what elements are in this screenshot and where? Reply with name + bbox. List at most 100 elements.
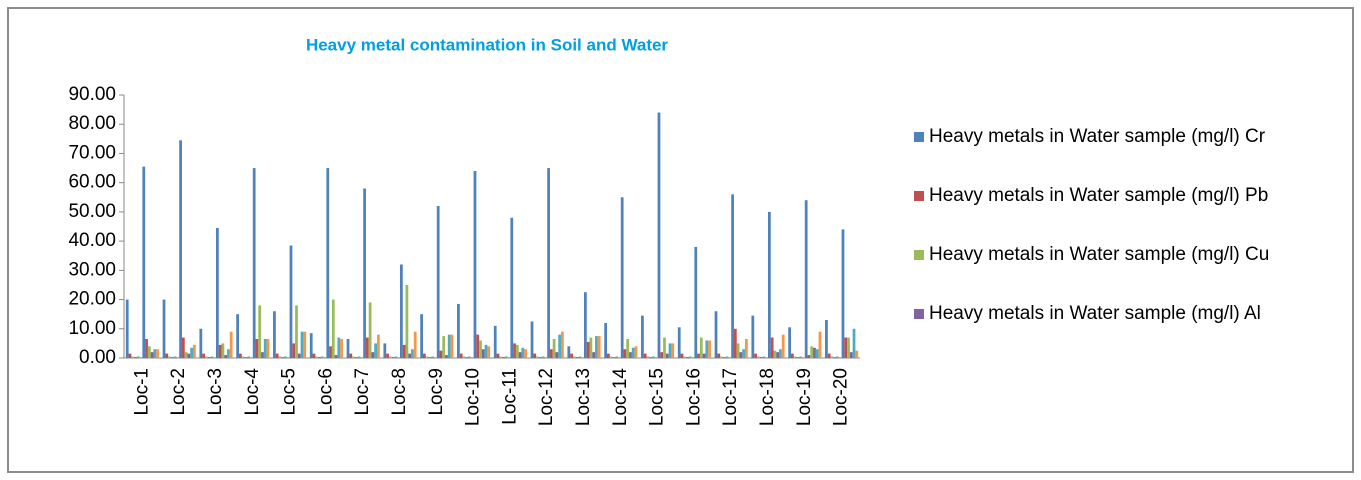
bar — [807, 355, 811, 358]
x-tick-label: Loc-4 — [242, 368, 263, 416]
bar — [847, 337, 850, 358]
bar — [241, 356, 245, 358]
bar — [561, 331, 564, 358]
x-tick-label: Loc-1 — [131, 368, 152, 416]
y-tick-label: 70.00 — [68, 142, 116, 163]
bar — [275, 353, 279, 358]
bar — [717, 353, 721, 358]
bar — [292, 343, 296, 358]
x-tick-label: Loc-2 — [168, 368, 189, 416]
bar — [538, 357, 542, 358]
bar — [705, 340, 709, 358]
bar — [838, 357, 842, 358]
bar — [368, 302, 372, 358]
y-tick-label: 0.00 — [79, 347, 116, 368]
bar — [852, 328, 856, 358]
chart-border — [7, 7, 1354, 473]
legend-swatch — [914, 132, 924, 142]
bar — [660, 352, 664, 358]
bar — [575, 357, 579, 358]
bar — [504, 356, 508, 358]
bar — [530, 321, 534, 358]
legend-entry: Heavy metals in Water sample (mg/l) Al — [929, 303, 1261, 324]
x-tick-label: Loc-18 — [757, 368, 778, 426]
bar — [631, 347, 635, 358]
bar — [425, 356, 429, 358]
bar — [481, 349, 485, 358]
bar — [691, 357, 695, 358]
bar — [284, 356, 287, 358]
bar — [770, 337, 774, 358]
y-tick-label: 10.00 — [68, 318, 116, 339]
bar — [663, 337, 666, 358]
x-tick-label: Loc-9 — [426, 368, 447, 416]
bar — [145, 339, 148, 358]
bar — [365, 337, 369, 358]
bar — [649, 357, 653, 358]
bar — [216, 227, 219, 358]
x-tick-label: Loc-17 — [720, 368, 741, 426]
y-tick-label: 80.00 — [68, 113, 116, 134]
bar — [173, 356, 177, 358]
bar — [297, 353, 301, 358]
bar — [258, 305, 262, 358]
bar — [286, 357, 290, 358]
bar — [388, 356, 392, 358]
legend-label: Heavy metals in Water sample (mg/l) Pb — [929, 185, 1269, 206]
bar — [210, 356, 214, 358]
x-tick-label: Loc-12 — [536, 368, 557, 426]
bar — [502, 357, 505, 358]
bar — [202, 353, 205, 358]
bar — [677, 327, 681, 358]
bar — [521, 347, 525, 358]
bar — [496, 353, 500, 358]
bar — [751, 315, 755, 358]
bar — [442, 336, 446, 358]
bar — [578, 356, 582, 358]
bar — [776, 352, 780, 358]
bar — [128, 353, 132, 358]
bar — [244, 357, 248, 358]
bar — [733, 328, 737, 358]
bar — [252, 168, 256, 358]
bar — [352, 356, 355, 358]
bar — [694, 246, 698, 358]
bar — [547, 168, 550, 358]
x-tick-label: Loc-8 — [389, 368, 410, 416]
bar — [377, 334, 380, 358]
bar — [731, 194, 734, 358]
bar — [849, 352, 853, 358]
bar — [318, 357, 321, 358]
bar — [702, 353, 706, 358]
bar — [326, 168, 330, 358]
bar — [184, 352, 188, 358]
bar — [541, 356, 545, 358]
bar — [825, 320, 828, 358]
bar — [581, 357, 584, 358]
bar — [549, 349, 553, 358]
bar — [476, 334, 480, 358]
bar — [334, 355, 338, 358]
bar — [411, 349, 414, 358]
bar — [815, 349, 819, 358]
y-tick-label: 50.00 — [68, 201, 116, 222]
bar — [207, 357, 211, 358]
bar — [833, 357, 837, 358]
x-tick-label: Loc-3 — [205, 368, 226, 416]
bar — [584, 292, 587, 358]
bar — [131, 356, 135, 358]
bar — [595, 336, 598, 358]
bar — [722, 357, 726, 358]
x-tick-label: Loc-6 — [315, 368, 336, 416]
bar — [204, 356, 208, 358]
bar — [187, 353, 191, 358]
bar — [337, 337, 341, 358]
bar — [221, 343, 225, 358]
bar — [597, 336, 601, 358]
bar — [515, 344, 519, 358]
bar — [179, 140, 182, 358]
bar — [609, 356, 613, 358]
bar — [768, 211, 771, 358]
bar — [765, 357, 768, 358]
bar — [810, 346, 814, 358]
